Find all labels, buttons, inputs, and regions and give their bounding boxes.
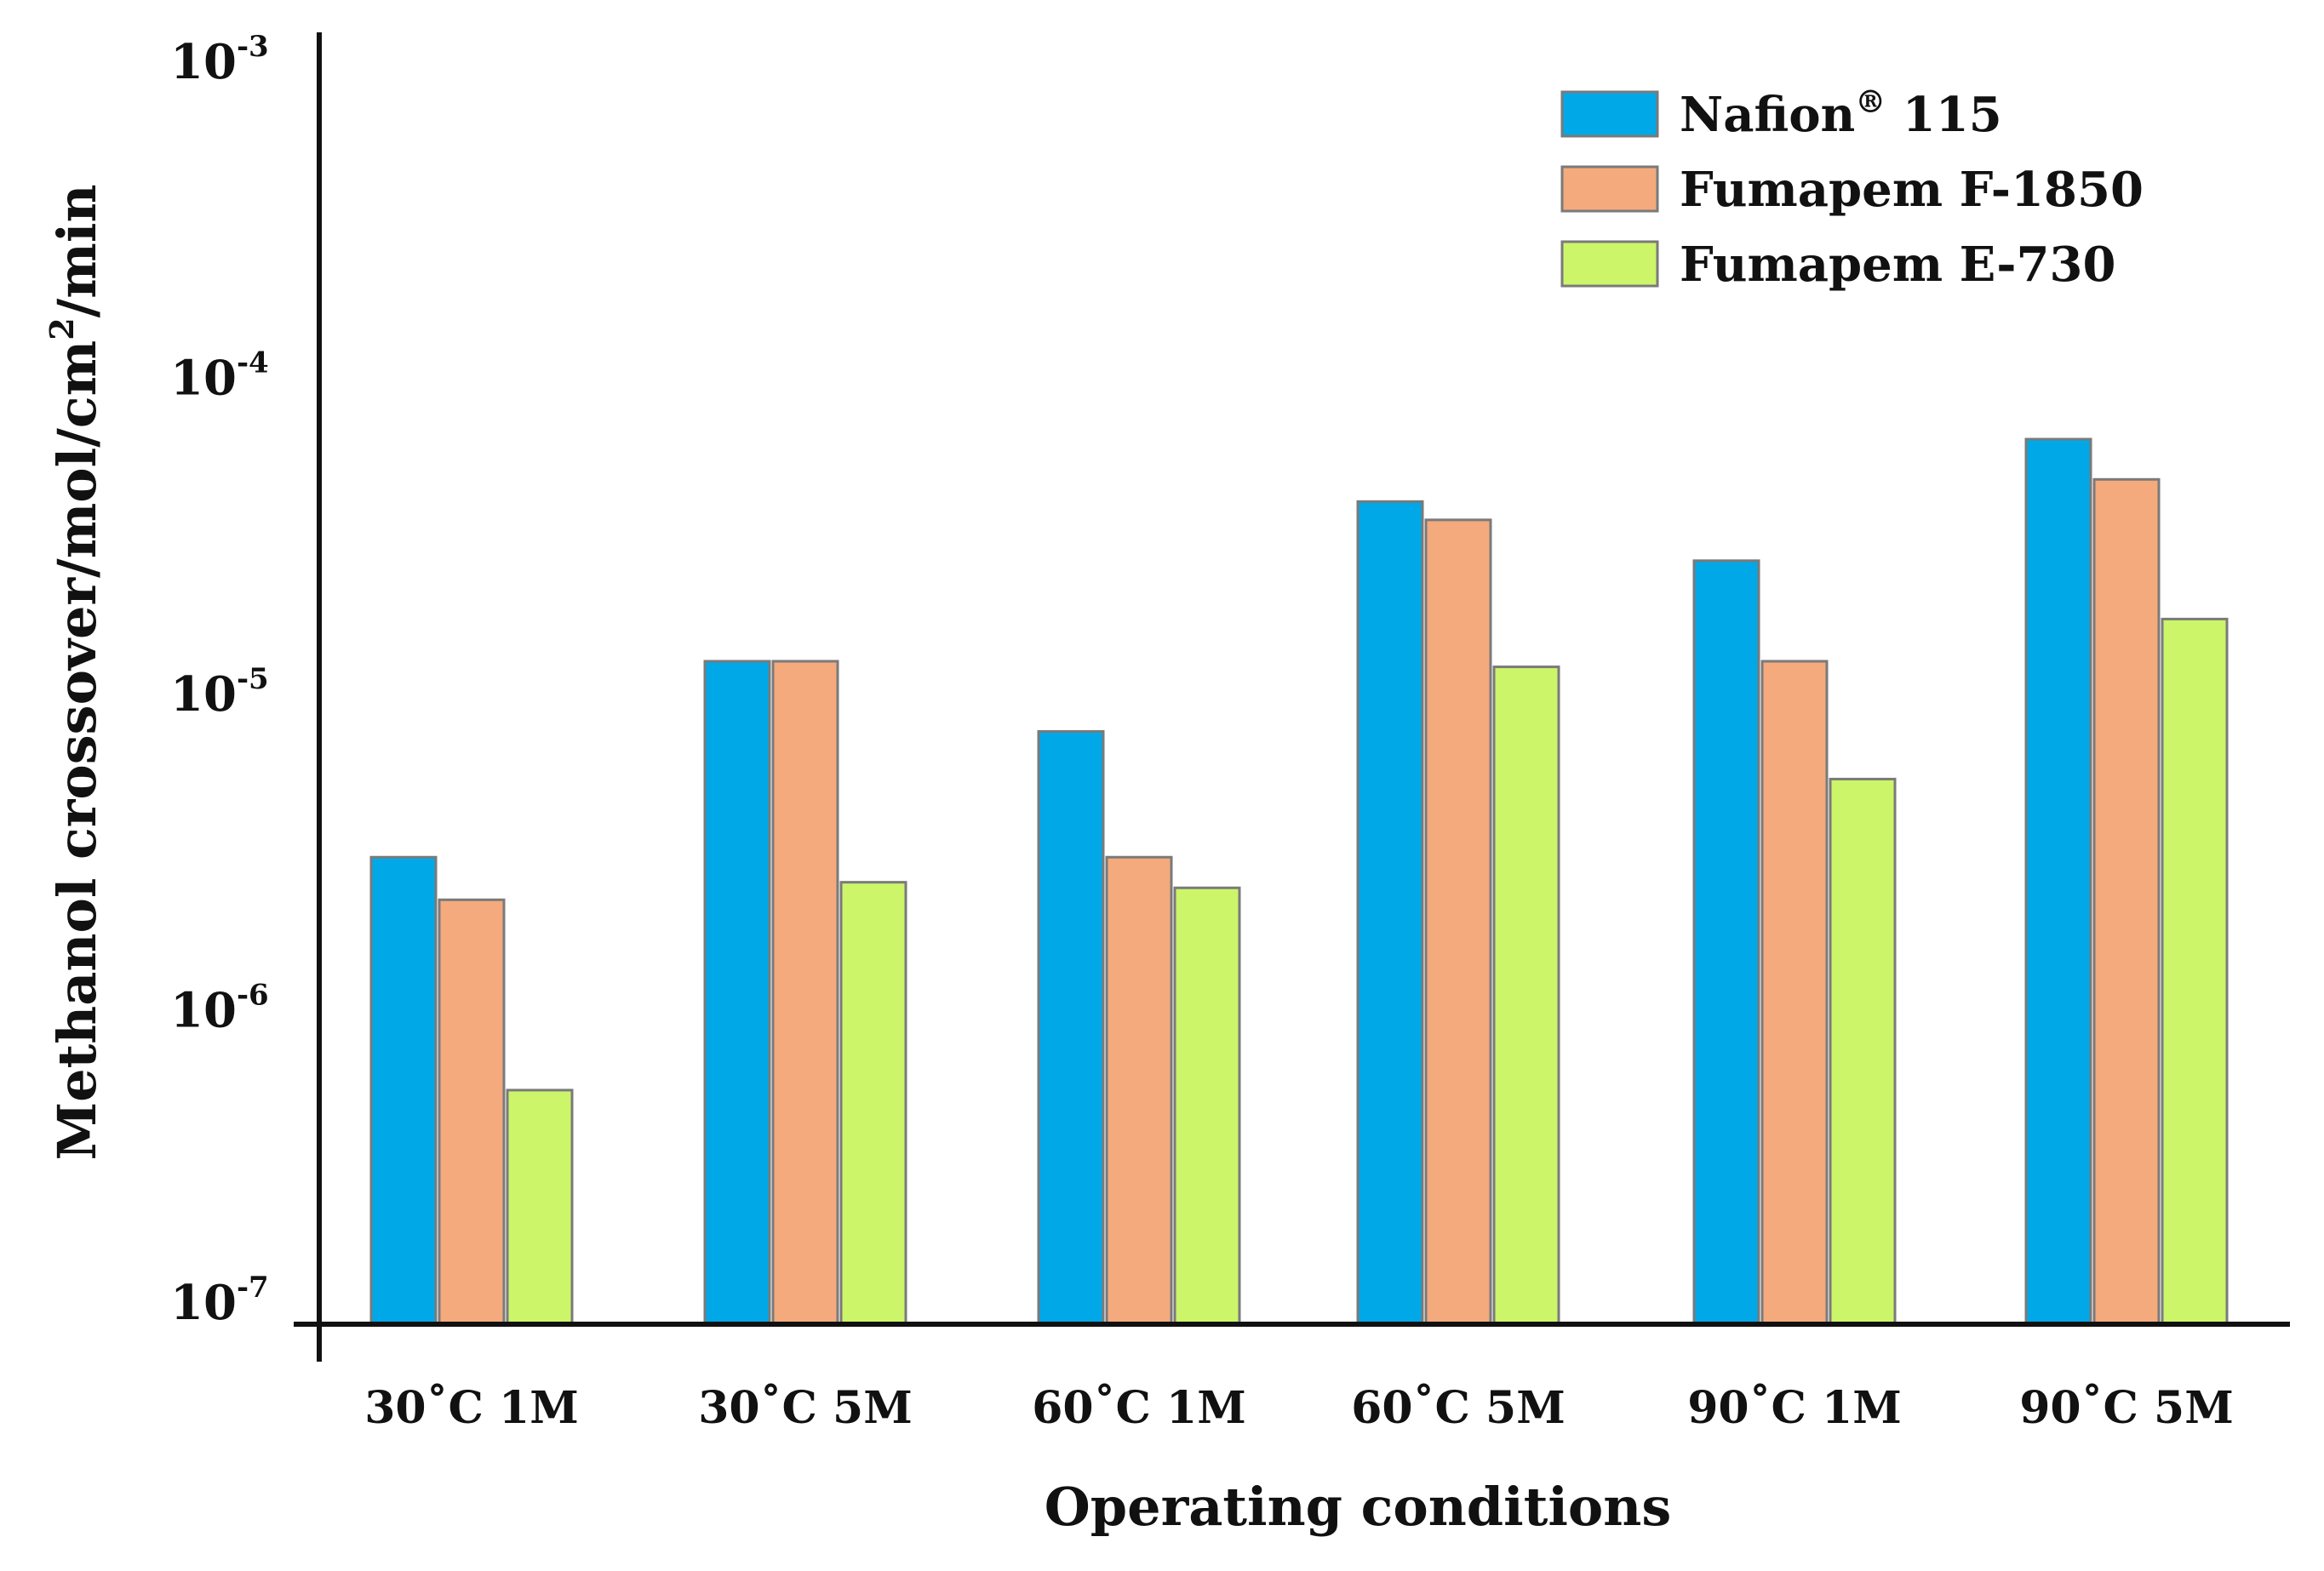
legend-label: Fumapem F-1850 [1680, 162, 2144, 218]
y-tick-label: 10-4 [170, 346, 269, 407]
bar-nafion-115 [1356, 500, 1424, 1326]
axes-group [294, 32, 2290, 1362]
bar-fumapem-f-1850 [2092, 477, 2161, 1326]
y-tick-label: 10-3 [170, 30, 269, 90]
bar-fumapem-f-1850 [1760, 660, 1829, 1326]
y-tick-label: 10-7 [170, 1271, 269, 1331]
y-tick-labels: 10-7 10-6 10-5 10-4 10-3 [170, 30, 269, 1331]
bar-fumapem-e-730 [1829, 777, 1897, 1326]
bar-nafion-115 [2024, 437, 2092, 1326]
x-tick-label: 60˚C 5M [1351, 1382, 1566, 1434]
bar-nafion-115 [1692, 559, 1760, 1326]
bar-nafion-115 [703, 660, 771, 1326]
bar-fumapem-e-730 [506, 1088, 574, 1326]
y-tick-label: 10-6 [170, 979, 269, 1039]
x-axis-title: Operating conditions [1045, 1476, 1671, 1538]
y-tick-label: 10-5 [170, 662, 269, 723]
legend-swatch [1560, 165, 1659, 213]
bar-nafion-115 [369, 855, 438, 1326]
bar-fumapem-e-730 [839, 881, 907, 1326]
x-tick-label: 30˚C 1M [364, 1382, 579, 1434]
x-tick-label: 30˚C 5M [698, 1382, 913, 1434]
y-axis-title: Methanol crossover/mol/cm2/min [43, 184, 108, 1160]
bar-fumapem-f-1850 [1105, 855, 1173, 1326]
legend-label: Nafion® 115 [1680, 84, 2002, 143]
x-tick-label: 90˚C 5M [2019, 1382, 2234, 1434]
bar-fumapem-f-1850 [1424, 518, 1492, 1326]
legend: Nafion® 115 Fumapem F-1850 Fumapem E-730 [1560, 84, 2144, 293]
x-tick-label: 90˚C 1M [1687, 1382, 1902, 1434]
bar-fumapem-e-730 [1173, 886, 1241, 1326]
legend-swatch [1560, 90, 1659, 138]
bar-fumapem-f-1850 [771, 660, 839, 1326]
legend-label: Fumapem E-730 [1680, 237, 2115, 293]
bar-fumapem-f-1850 [438, 898, 506, 1326]
bar-fumapem-e-730 [1492, 666, 1560, 1326]
bar-nafion-115 [1037, 729, 1105, 1326]
legend-swatch [1560, 240, 1659, 288]
x-tick-label: 60˚C 1M [1032, 1382, 1246, 1434]
bars-group [369, 437, 2229, 1326]
bar-fumapem-e-730 [2161, 617, 2229, 1326]
x-tick-labels: 30˚C 1M 30˚C 5M 60˚C 1M 60˚C 5M 90˚C 1M 90˚C … [364, 1382, 2234, 1434]
